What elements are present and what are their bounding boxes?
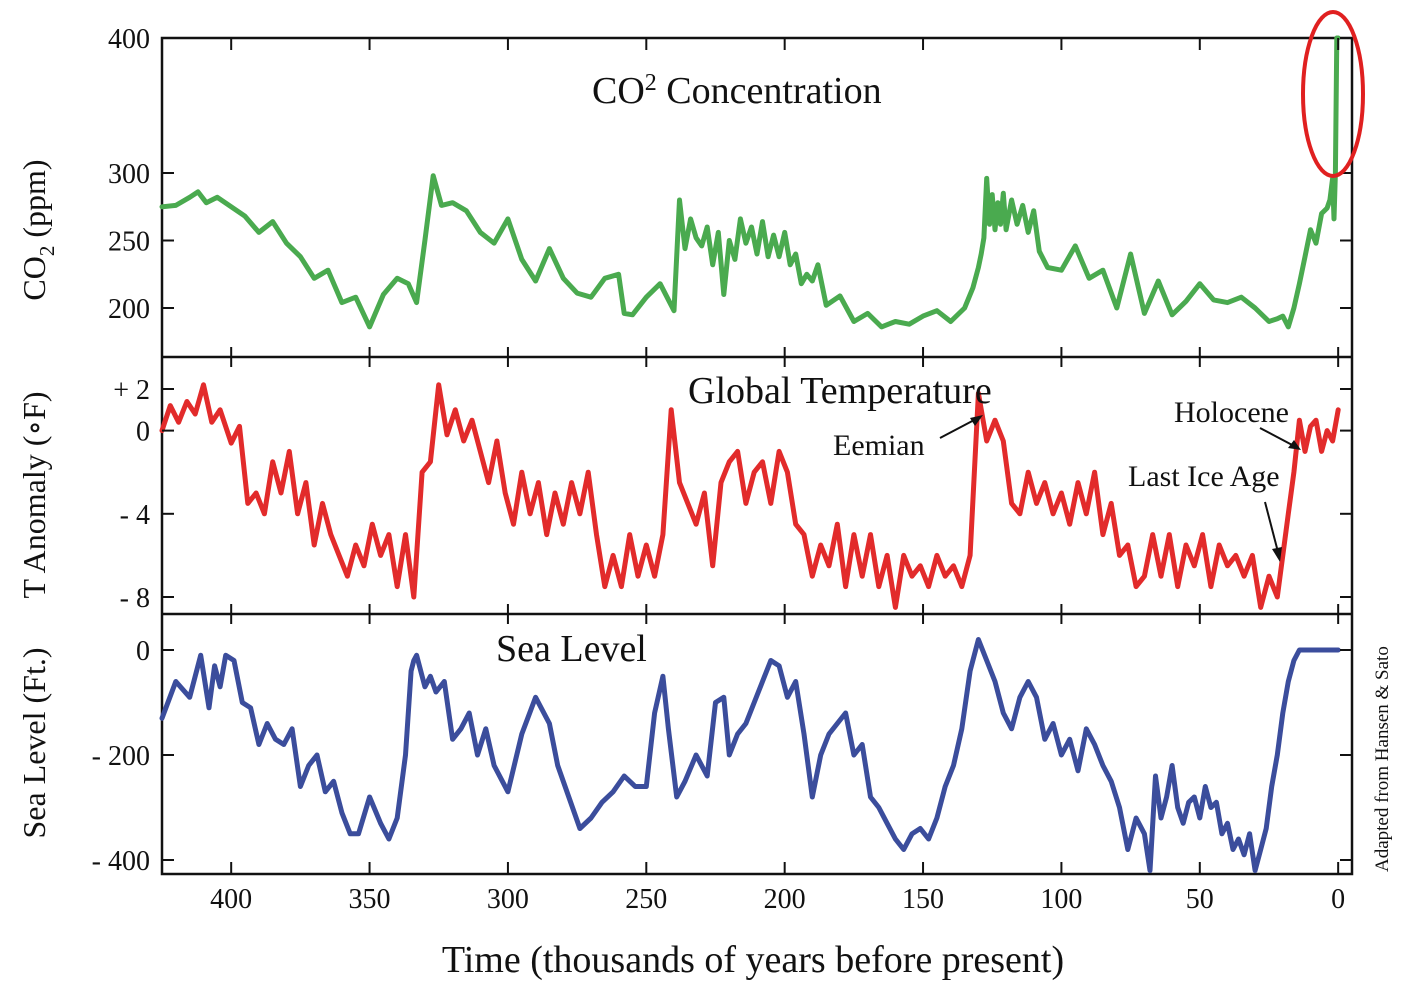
last-ice-age-arrow-head (1272, 547, 1282, 562)
co2-ytick-label: 250 (108, 227, 150, 258)
eemian-arrow-line (939, 417, 979, 439)
co2-series-line (159, 35, 1341, 330)
temperature-ylabel: T Anomaly (∘F) (16, 391, 52, 598)
panel-frames (160, 36, 1354, 876)
xtick-label: 50 (1186, 884, 1214, 915)
temperature-series-line (159, 382, 1341, 610)
sea-level-ytick-label: - 400 (92, 846, 150, 877)
eemian-arrow-head (970, 415, 983, 426)
co2-ylabel: CO2 (ppm) (16, 159, 59, 300)
holocene-arrow-head (1288, 440, 1301, 450)
temperature-panel-title: Global Temperature (688, 370, 992, 412)
sea-level-panel-title: Sea Level (496, 628, 647, 670)
co2-ytick-label: 400 (108, 24, 150, 55)
sea-level-ytick-label: 0 (136, 636, 150, 667)
source-credit: Adapted from Hansen & Sato (1372, 646, 1393, 872)
temperature-ytick-label: - 8 (120, 583, 150, 614)
xtick-label: 350 (349, 884, 391, 915)
temperature-ytick-label: 0 (136, 417, 150, 448)
annotation-holocene: Holocene (1174, 396, 1289, 429)
sea-level-ytick-label: - 200 (92, 741, 150, 772)
plot-frame (160, 36, 1354, 876)
xtick-label: 400 (210, 884, 252, 915)
holocene-arrow-line (1259, 427, 1297, 448)
xtick-label: 150 (902, 884, 944, 915)
temperature-ytick-label: - 4 (120, 500, 150, 531)
xtick-label: 250 (625, 884, 667, 915)
co2-ytick-label: 300 (108, 159, 150, 190)
xtick-label: 200 (764, 884, 806, 915)
last-ice-age-arrow-line (1264, 501, 1279, 553)
co2-ytick-label: 200 (108, 294, 150, 325)
annotation-eemian: Eemian (833, 429, 925, 462)
co2-panel-title: CO2 Concentration (592, 70, 882, 112)
xtick-label: 100 (1040, 884, 1082, 915)
series-lines (159, 35, 1341, 873)
axis-ticks: 200 250 300 400 + 2 0 - 4 - 8 0 - 200 - 400 400 350 3… (92, 24, 1352, 915)
temperature-ytick-label: + 2 (113, 375, 150, 406)
sea-level-ylabel: Sea Level (Ft.) (16, 647, 52, 838)
xtick-label: 300 (487, 884, 529, 915)
recent-co2-highlight-ellipse (1301, 10, 1365, 178)
x-axis-title: Time (thousands of years before present) (442, 939, 1064, 981)
sea-level-series-line (159, 637, 1341, 873)
xtick-label: 0 (1331, 884, 1345, 915)
annotation-last-ice-age: Last Ice Age (1128, 460, 1280, 493)
